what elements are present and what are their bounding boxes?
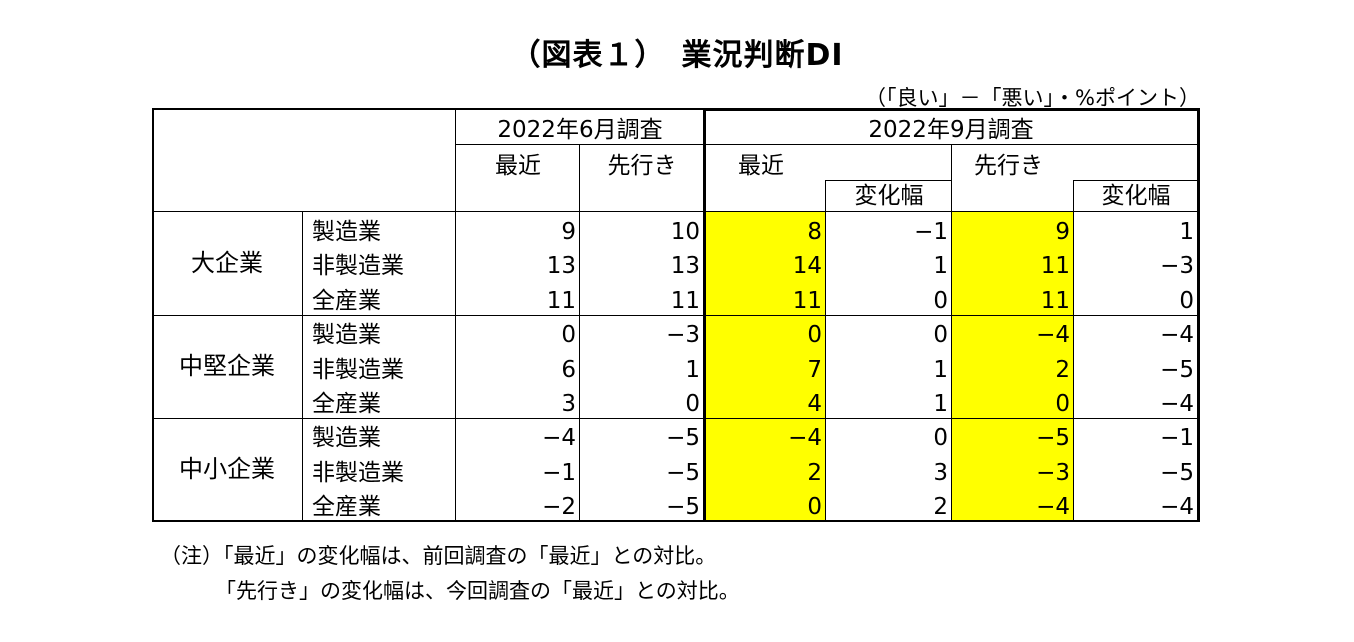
value-sep-outlook-change: −3: [1160, 253, 1194, 280]
group-label: 中堅企業: [179, 351, 275, 380]
industry-label: 非製造業: [312, 459, 404, 486]
header-survey-june: 2022年6月調査: [497, 117, 663, 143]
value-sep-recent: 4: [807, 391, 822, 417]
value-sep-recent: 7: [807, 356, 822, 383]
value-jun-recent: −4: [542, 425, 576, 452]
header-sep-recent: 最近: [738, 153, 784, 179]
value-jun-outlook: −3: [666, 322, 700, 349]
value-sep-recent-change: 1: [933, 391, 948, 417]
header-sep-outlook: 先行き: [974, 153, 1043, 179]
value-sep-outlook-change: −4: [1160, 322, 1194, 349]
industry-label: 製造業: [312, 219, 381, 245]
value-sep-recent-change: 1: [933, 356, 948, 383]
industry-label: 製造業: [312, 322, 381, 349]
industry-label: 製造業: [312, 425, 381, 452]
header-sep-outlook-change: 変化幅: [1101, 183, 1171, 209]
value-sep-outlook: 2: [1055, 356, 1070, 383]
value-sep-recent-change: 1: [933, 253, 948, 280]
page-title: （図表１） 業況判断DI: [510, 38, 844, 73]
value-jun-recent: 11: [546, 287, 576, 314]
value-sep-recent-change: 2: [933, 494, 948, 521]
value-sep-recent-change: 0: [933, 425, 948, 452]
value-jun-recent: 9: [561, 219, 576, 245]
value-sep-outlook: −4: [1036, 322, 1070, 349]
header-survey-sept: 2022年9月調査: [868, 117, 1034, 143]
group-label: 中小企業: [179, 455, 275, 484]
value-sep-recent: 0: [807, 494, 822, 521]
value-jun-outlook: 13: [670, 253, 700, 280]
value-jun-recent: −2: [542, 494, 576, 521]
value-jun-recent: 13: [546, 253, 576, 280]
value-sep-outlook: −4: [1036, 494, 1070, 521]
industry-label: 非製造業: [312, 253, 404, 280]
value-sep-recent: 14: [792, 253, 822, 280]
highlight-sep-recent: [704, 212, 826, 522]
value-jun-outlook: 10: [670, 219, 700, 245]
value-sep-outlook-change: −4: [1160, 494, 1194, 521]
value-jun-recent: −1: [542, 459, 576, 486]
value-sep-recent: 2: [807, 459, 822, 486]
value-sep-outlook-change: −5: [1160, 356, 1194, 383]
value-jun-recent: 6: [561, 356, 576, 383]
value-sep-outlook-change: 0: [1179, 287, 1194, 314]
value-sep-recent-change: 3: [933, 459, 948, 486]
value-jun-outlook: 1: [685, 356, 700, 383]
value-jun-outlook: −5: [666, 459, 700, 486]
unit-label: （「良い」－「悪い」・%ポイント）: [865, 86, 1200, 110]
value-sep-outlook: 9: [1055, 219, 1070, 245]
value-sep-recent: 11: [792, 287, 822, 314]
group-label: 大企業: [191, 248, 263, 277]
value-jun-outlook: 11: [670, 287, 700, 314]
note-line-2: 「先行き」の変化幅は、今回調査の「最近」との対比。: [215, 579, 740, 603]
value-sep-outlook: −5: [1036, 425, 1070, 452]
value-sep-outlook: 11: [1040, 287, 1070, 314]
value-sep-recent-change: −1: [914, 219, 948, 245]
industry-label: 全産業: [312, 494, 381, 521]
value-sep-outlook: 0: [1055, 391, 1070, 417]
value-sep-recent: 0: [807, 322, 822, 349]
value-jun-outlook: −5: [666, 494, 700, 521]
header-jun-outlook: 先行き: [607, 153, 677, 179]
industry-label: 全産業: [312, 391, 381, 417]
header-jun-recent: 最近: [495, 153, 541, 179]
value-jun-outlook: 0: [685, 391, 700, 417]
value-sep-recent: 8: [807, 219, 822, 245]
value-sep-outlook-change: 1: [1179, 219, 1194, 245]
di-table: 2022年6月調査 2022年9月調査 最近 先行き 最近 先行き 変化幅 変化…: [152, 108, 1200, 522]
value-sep-outlook-change: −5: [1160, 459, 1194, 486]
note-line-1: （注）「最近」の変化幅は、前回調査の「最近」との対比。: [160, 544, 717, 568]
value-sep-recent-change: 0: [933, 287, 948, 314]
industry-label: 全産業: [312, 287, 381, 314]
value-sep-recent-change: 0: [933, 322, 948, 349]
value-sep-outlook-change: −4: [1160, 391, 1194, 417]
value-sep-recent: −4: [788, 425, 822, 452]
value-sep-outlook-change: −1: [1160, 425, 1194, 452]
value-jun-recent: 0: [561, 322, 576, 349]
value-jun-recent: 3: [561, 391, 576, 417]
industry-label: 非製造業: [312, 356, 404, 383]
value-sep-outlook: −3: [1036, 459, 1070, 486]
header-sep-recent-change: 変化幅: [854, 183, 924, 209]
value-jun-outlook: −5: [666, 425, 700, 452]
highlight-sep-outlook: [952, 212, 1074, 522]
value-sep-outlook: 11: [1040, 253, 1070, 280]
